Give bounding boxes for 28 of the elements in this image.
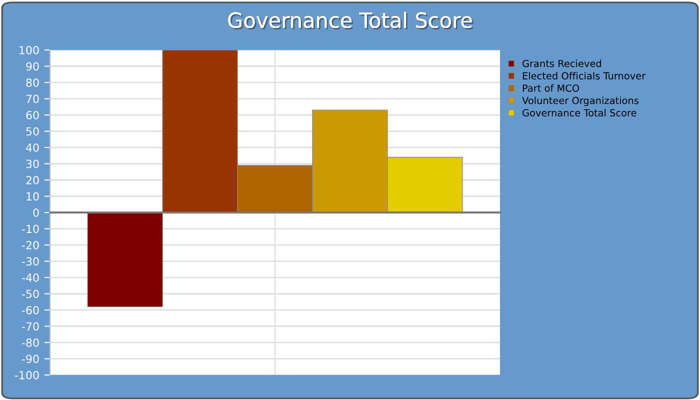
y-tick-label: -90 — [22, 354, 39, 364]
y-tick-label: 90 — [26, 62, 39, 71]
y-tick-label: -30 — [22, 257, 39, 266]
y-tick-label: 60 — [26, 110, 39, 120]
y-tick-label: 40 — [26, 143, 39, 152]
y-tick-label: 0 — [33, 208, 39, 217]
chart-title: Governance Total Score — [228, 12, 474, 30]
legend-label: Governance Total Score — [522, 108, 636, 116]
y-tick-label: 80 — [26, 78, 39, 87]
bar — [87, 212, 163, 308]
y-tick-label: 70 — [26, 94, 39, 104]
y-tick-label: -70 — [22, 322, 39, 331]
y-tick-label: 10 — [26, 192, 39, 201]
legend-label: Part of MCO — [522, 84, 580, 92]
legend-label: Volunteer Organizations — [522, 96, 638, 106]
y-tick-label: 20 — [26, 176, 39, 184]
y-tick-label: -80 — [22, 338, 39, 347]
y-tick-label: -60 — [22, 306, 39, 314]
legend-label: Elected Officials Turnover — [522, 72, 646, 80]
y-tick-label: 30 — [26, 160, 39, 168]
y-tick-label: -50 — [22, 290, 39, 298]
y-tick-label: -40 — [22, 273, 39, 282]
y-tick-label: -20 — [22, 240, 39, 250]
y-tick-label: 50 — [26, 127, 39, 136]
y-tick-label: -10 — [22, 224, 39, 234]
y-tick-label: -100 — [14, 370, 39, 380]
legend-label: Grants Recieved — [522, 60, 601, 68]
y-tick-label: 100 — [20, 46, 39, 54]
